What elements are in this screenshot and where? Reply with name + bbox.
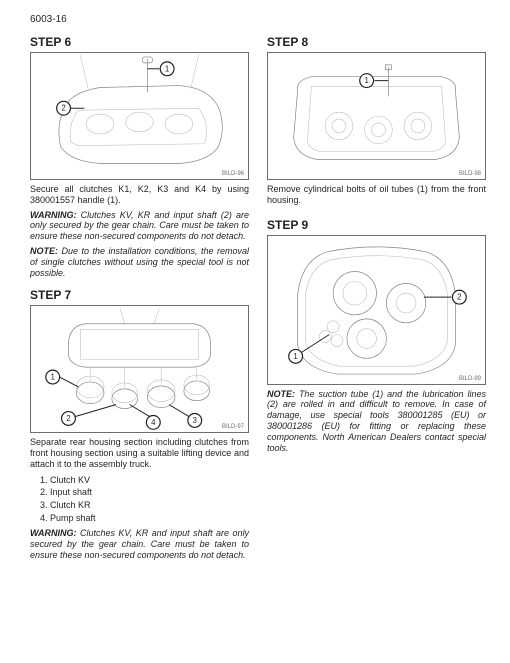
left-column: STEP 6 1 2 [30, 31, 249, 561]
step7-caption: Separate rear housing section including … [30, 437, 249, 469]
step7-warning: WARNING: Clutches KV, KR and input shaft… [30, 528, 249, 560]
svg-text:2: 2 [61, 104, 65, 113]
two-column-layout: STEP 6 1 2 [30, 31, 486, 561]
step7-fig-num: BILD-97 [222, 424, 244, 430]
warning-lead: WARNING: [30, 528, 77, 538]
step8-figure: 1 BILD-98 [267, 52, 486, 180]
step8-title: STEP 8 [267, 35, 486, 49]
right-column: STEP 8 1 BILD-98 [267, 31, 486, 561]
svg-text:4: 4 [151, 418, 156, 427]
list-item: 1. Clutch KV [40, 474, 249, 487]
list-item: 2. Input shaft [40, 486, 249, 499]
step9-fig-num: BILD-99 [459, 376, 481, 382]
step6-caption: Secure all clutches K1, K2, K3 and K4 by… [30, 184, 249, 206]
list-item: 3. Clutch KR [40, 499, 249, 512]
step9-figure: 2 1 BILD-99 [267, 235, 486, 385]
svg-text:1: 1 [364, 76, 368, 85]
svg-text:3: 3 [193, 416, 198, 425]
step9-title: STEP 9 [267, 218, 486, 232]
step7-title: STEP 7 [30, 288, 249, 302]
step8-fig-num: BILD-98 [459, 171, 481, 177]
warning-lead: WARNING: [30, 210, 77, 220]
step6-figure: 1 2 BILD-96 [30, 52, 249, 180]
step7-figure: 1 2 3 4 BILD-97 [30, 305, 249, 433]
step7-list: 1. Clutch KV 2. Input shaft 3. Clutch KR… [30, 474, 249, 524]
step6-warning: WARNING: Clutches KV, KR and input shaft… [30, 210, 249, 242]
note-lead: NOTE: [267, 389, 295, 399]
note-body: Due to the installation conditions, the … [30, 246, 249, 278]
list-item: 4. Pump shaft [40, 512, 249, 525]
step6-fig-num: BILD-96 [222, 171, 244, 177]
step8-caption: Remove cylindrical bolts of oil tubes (1… [267, 184, 486, 206]
svg-text:1: 1 [293, 351, 297, 360]
svg-text:2: 2 [457, 292, 461, 301]
svg-text:2: 2 [66, 414, 70, 423]
page-number: 6003-16 [30, 14, 486, 25]
note-lead: NOTE: [30, 246, 58, 256]
svg-text:1: 1 [165, 64, 169, 73]
svg-text:1: 1 [51, 373, 55, 382]
step6-title: STEP 6 [30, 35, 249, 49]
step9-note: NOTE: The suction tube (1) and the lubri… [267, 389, 486, 454]
note-body: The suction tube (1) and the lubrication… [267, 389, 486, 453]
step6-note: NOTE: Due to the installation conditions… [30, 246, 249, 278]
